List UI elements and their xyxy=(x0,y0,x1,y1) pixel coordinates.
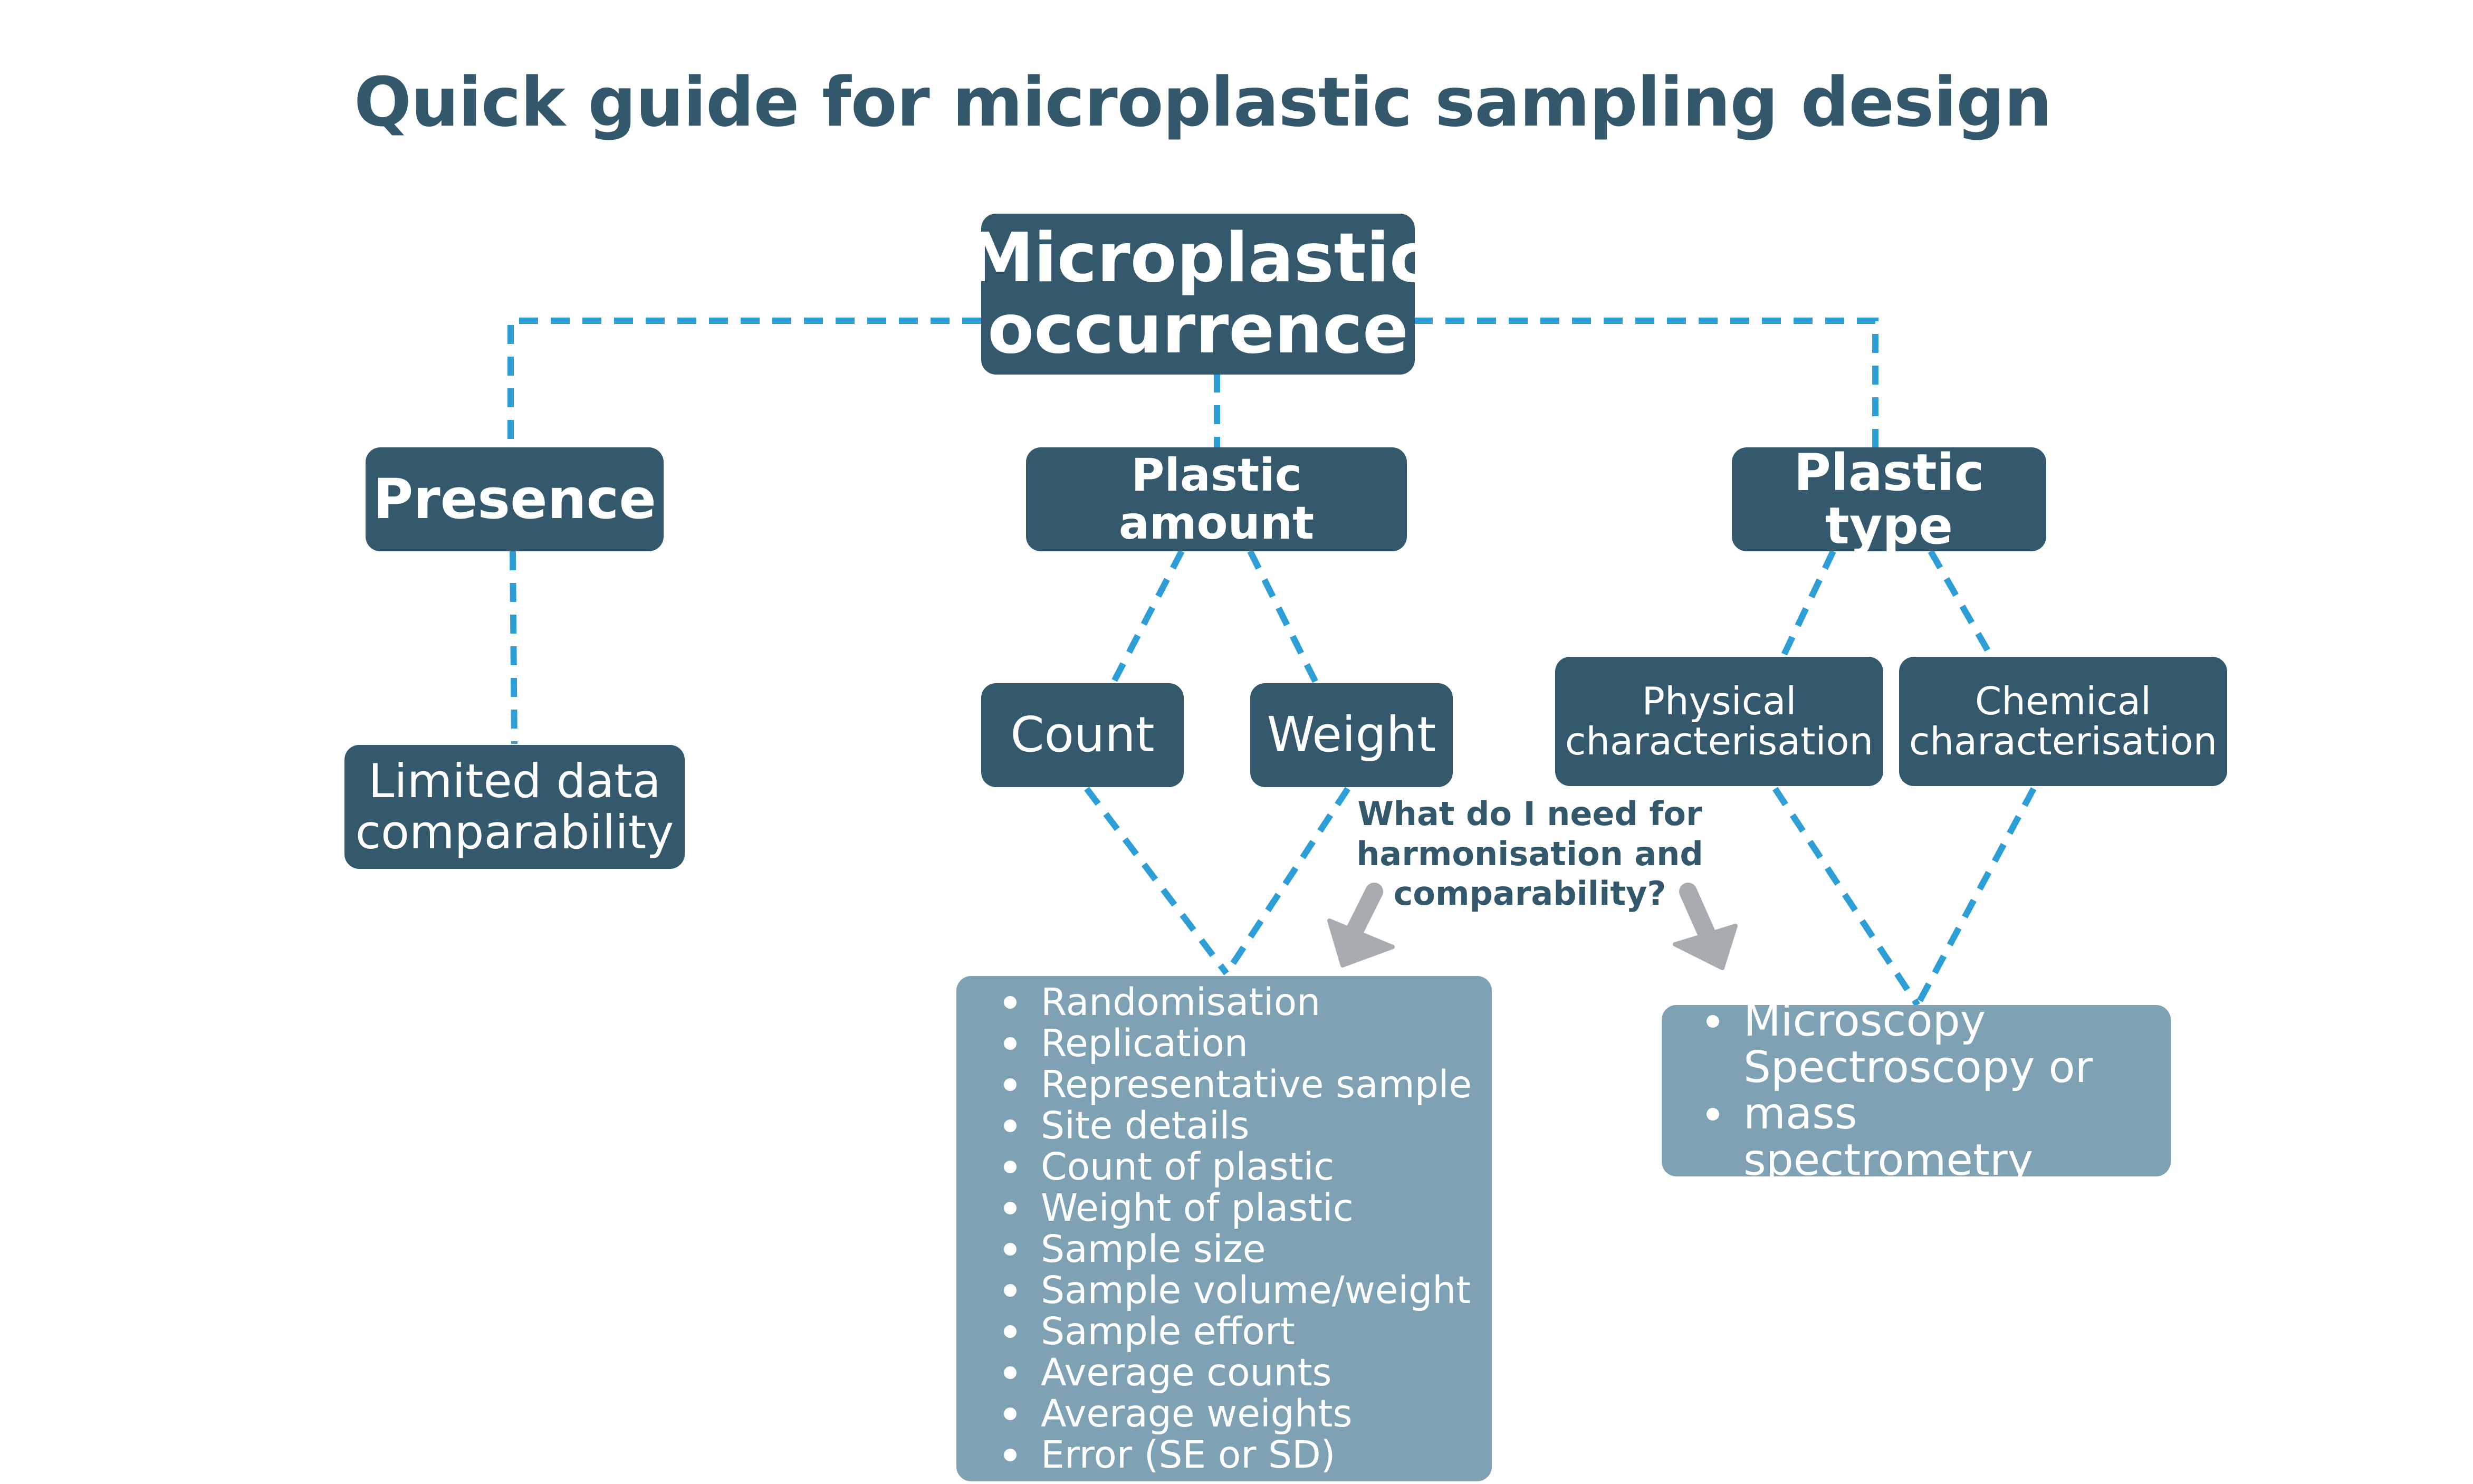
connector-weight-list xyxy=(1223,787,1351,975)
plastic-type-node: Plastic type xyxy=(1732,443,2046,556)
type-requirements-list: Microscopy Spectroscopy or mass spectrome… xyxy=(1662,998,2171,1184)
plastic-amount-node: Plastic amount xyxy=(1026,447,1407,551)
chemical-line-2: characterisation xyxy=(1909,719,2218,763)
harmonisation-question: What do I need for harmonisation and com… xyxy=(1308,794,1751,914)
weight-node: Weight xyxy=(1250,683,1453,787)
root-node-line-2: occurrence xyxy=(988,290,1408,369)
question-line-2: harmonisation and xyxy=(1356,834,1703,873)
list-item: Sample size xyxy=(1004,1229,1492,1270)
list-item: Spectroscopy or mass spectrometry xyxy=(1707,1044,2155,1184)
type-requirements-box: Microscopy Spectroscopy or mass spectrome… xyxy=(1662,998,2171,1183)
list-item: Site details xyxy=(1004,1105,1492,1146)
connector-count-list xyxy=(1084,787,1229,975)
question-line-1: What do I need for xyxy=(1357,794,1702,833)
presence-label: Presence xyxy=(373,466,656,531)
chemical-node: Chemical characterisation xyxy=(1899,657,2227,786)
amount-requirements-list: Randomisation Replication Representative s… xyxy=(956,982,1492,1476)
page-title: Quick guide for microplastic sampling de… xyxy=(354,63,2052,142)
list-item: Average counts xyxy=(1004,1352,1492,1393)
list-item: Representative sample xyxy=(1004,1064,1492,1105)
limited-line-2: comparability xyxy=(355,805,674,859)
physical-line-2: characterisation xyxy=(1565,719,1874,763)
weight-label: Weight xyxy=(1267,706,1436,763)
connector-root-presence xyxy=(507,318,981,448)
list-item: Count of plastic xyxy=(1004,1146,1492,1188)
count-label: Count xyxy=(1010,706,1155,763)
arrow-left-head-icon xyxy=(1327,918,1395,968)
list-item: Randomisation xyxy=(1004,982,1492,1023)
root-node-line-1: Microplastic xyxy=(966,219,1430,298)
list-item: Replication xyxy=(1004,1023,1492,1064)
physical-line-1: Physical xyxy=(1642,678,1797,723)
connector-chemical-methods xyxy=(1914,787,2037,1007)
amount-requirements-box: Randomisation Replication Representative s… xyxy=(956,976,1492,1481)
count-node: Count xyxy=(981,683,1184,787)
connector-type-physical xyxy=(1780,550,1836,658)
arrow-right-icon xyxy=(1679,883,1718,948)
question-line-3: comparability? xyxy=(1393,874,1666,913)
connector-root-type xyxy=(1414,318,1878,448)
plastic-amount-label: Plastic amount xyxy=(1118,449,1315,550)
physical-node: Physical characterisation xyxy=(1555,657,1883,786)
connector-amount-weight xyxy=(1247,550,1319,685)
limited-node: Limited data comparability xyxy=(344,745,685,869)
list-item: Weight of plastic xyxy=(1004,1188,1492,1229)
list-item: Sample volume/weight xyxy=(1004,1270,1492,1311)
connector-presence-limited xyxy=(510,551,517,744)
list-item: Sample effort xyxy=(1004,1311,1492,1352)
connector-physical-methods xyxy=(1772,787,1921,1007)
list-item: Error (SE or SD) xyxy=(1004,1434,1492,1476)
list-item: Microscopy xyxy=(1707,998,2155,1045)
root-node: Microplastic occurrence xyxy=(966,214,1430,375)
connector-amount-count xyxy=(1110,550,1185,685)
connector-type-chemical xyxy=(1928,550,1995,658)
list-item: Average weights xyxy=(1004,1393,1492,1434)
limited-line-1: Limited data xyxy=(368,753,661,808)
chemical-line-1: Chemical xyxy=(1974,678,2152,723)
plastic-type-label: Plastic type xyxy=(1794,443,1985,556)
arrow-right-head-icon xyxy=(1673,924,1738,970)
presence-node: Presence xyxy=(366,447,664,551)
